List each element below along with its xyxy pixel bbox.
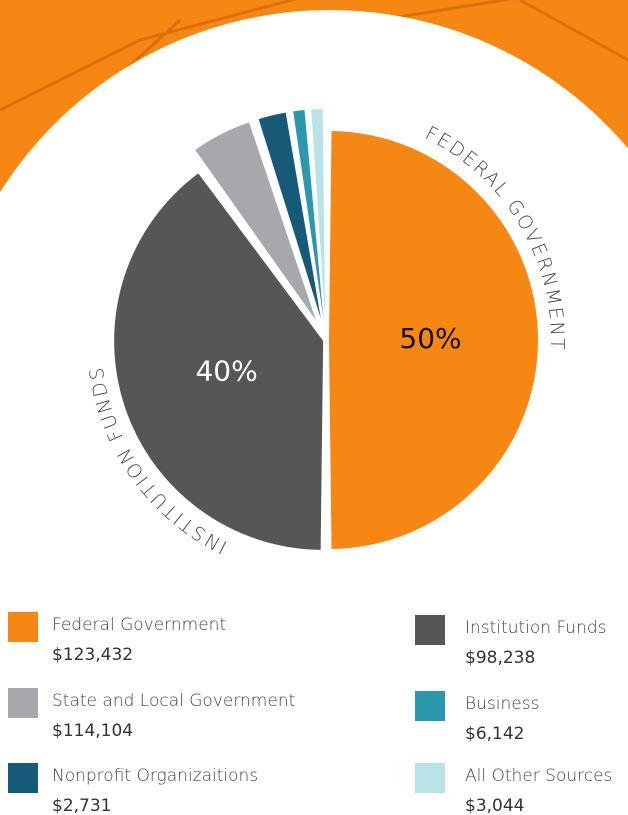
legend-label: Nonprofit Organizaitions	[52, 766, 258, 786]
legend-amount: $114,104	[52, 721, 133, 741]
legend-swatch	[415, 691, 445, 721]
legend-label: State and Local Government	[52, 691, 295, 711]
pie-slice	[293, 110, 324, 319]
pie-slice	[195, 122, 317, 321]
legend: Federal Government $123,432 Institution Fu…	[8, 612, 612, 815]
legend-amount: $6,142	[465, 724, 524, 744]
background-decoration	[0, 0, 628, 200]
pie-slice	[329, 131, 538, 549]
pie-slice	[258, 112, 321, 319]
legend-amount: $98,238	[465, 648, 535, 668]
slice-value-label: 50%	[399, 322, 461, 355]
legend-amount: $3,044	[465, 796, 524, 815]
legend-swatch	[8, 612, 38, 642]
pie-slice	[311, 109, 326, 319]
legend-swatch	[8, 763, 38, 793]
legend-swatch	[415, 763, 445, 793]
legend-amount: $123,432	[52, 645, 133, 665]
legend-amount: $2,731	[52, 796, 111, 815]
slice-value-label: 40%	[195, 354, 257, 387]
legend-label: All Other Sources	[465, 766, 612, 786]
legend-swatch	[8, 688, 38, 718]
legend-swatch	[415, 615, 445, 645]
legend-label: Institution Funds	[465, 618, 607, 638]
legend-label: Federal Government	[52, 615, 226, 635]
pie-slice	[114, 173, 324, 550]
legend-label: Business	[465, 694, 539, 714]
